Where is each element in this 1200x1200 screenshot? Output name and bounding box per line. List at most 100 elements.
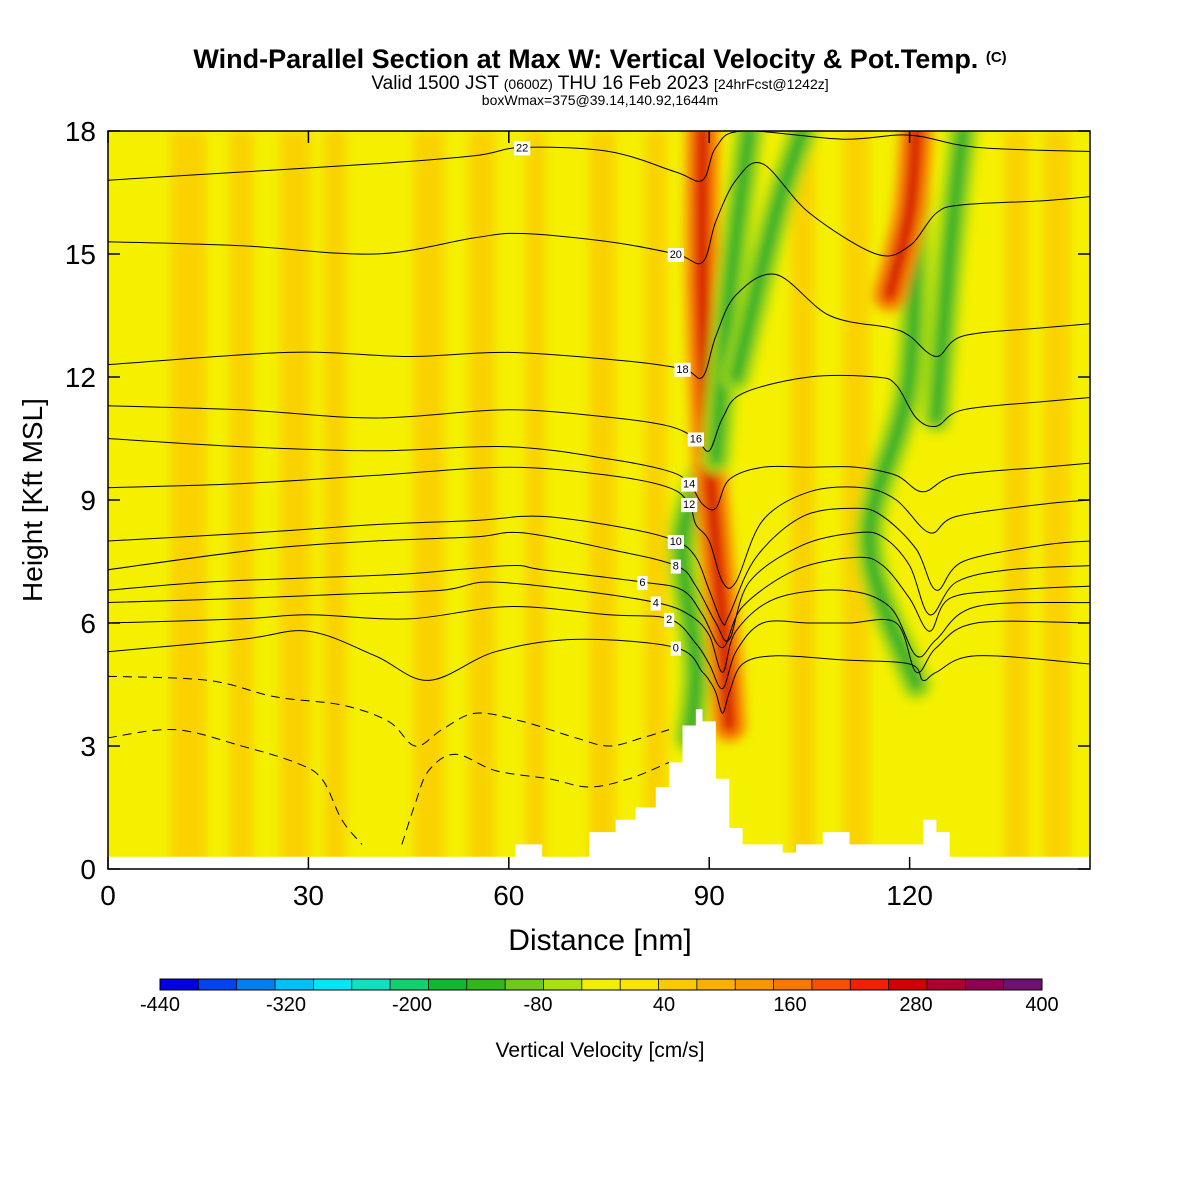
contour-labels: 0 246 8 10 12 14 16 18 20 22 (514, 141, 704, 656)
forecast-info: [24hrFcst@1242z] (714, 76, 829, 92)
contour-label: 16 (690, 434, 702, 446)
downdraft-band (933, 131, 967, 421)
colorbar-swatch (160, 979, 199, 990)
contour-label-bg (514, 141, 531, 156)
contour-label-bg (667, 535, 684, 549)
plot-area: 0 246 8 10 12 14 16 18 20 22 (108, 131, 1090, 869)
contour-label-bg (681, 498, 698, 513)
x-axis-label: Distance [nm] (508, 924, 691, 957)
theta-contour (401, 753, 670, 845)
colorbar-tick-label: 400 (1025, 994, 1058, 1016)
colorbar-swatch (620, 979, 660, 990)
contour-label-bg (670, 641, 681, 656)
theta-contour (108, 374, 1090, 452)
valid-time-local: Valid 1500 JST (371, 73, 499, 94)
colorbar-swatch (696, 979, 736, 990)
y-tick-label: 12 (65, 362, 96, 393)
contour-label: 12 (683, 499, 695, 511)
copyright-mark: (C) (985, 49, 1007, 66)
y-tick-label: 9 (80, 485, 96, 516)
contour-label: 20 (670, 249, 682, 261)
theta-contour (108, 675, 670, 747)
colorbar-swatch (926, 979, 966, 990)
y-axis-label: Height [Kft MSL] (17, 398, 48, 602)
velocity-band (324, 131, 347, 869)
contour-label: 4 (653, 598, 659, 610)
colorbar-tick-label: -320 (266, 994, 306, 1016)
valid-date: THU 16 Feb 2023 (557, 73, 709, 94)
theta-contour (108, 466, 1090, 589)
colorbar-swatch (965, 979, 1005, 990)
colorbar-swatch (313, 979, 353, 990)
contour-label-bg (681, 477, 698, 492)
velocity-band (1043, 131, 1070, 869)
colorbar-swatch (428, 979, 468, 990)
contour-label-bg (637, 576, 648, 590)
contour-label-bg (674, 362, 691, 377)
colorbar-tick-label: -200 (392, 994, 432, 1016)
velocity-band (790, 131, 815, 869)
contour-label: 22 (516, 142, 528, 154)
potential-temperature-contours (108, 131, 1090, 845)
colorbar-tick-label: 160 (773, 994, 806, 1016)
colorbar-swatch (658, 979, 698, 990)
contour-label: 14 (683, 479, 695, 491)
theta-contour (108, 507, 1090, 626)
chart-title: Wind-Parallel Section at Max W: Vertical… (0, 44, 1200, 75)
colorbar-tick-label: -440 (140, 994, 180, 1016)
colorbar-swatch (581, 979, 621, 990)
colorbar-swatch (390, 979, 429, 990)
colorbar-swatch (888, 979, 928, 990)
valid-time: Valid 1500 JST (0600Z) THU 16 Feb 2023 [… (0, 73, 1200, 95)
y-tick-label: 15 (65, 239, 96, 270)
colorbar-swatch (505, 979, 544, 990)
colorbar-label: Vertical Velocity [cm/s] (496, 1039, 705, 1062)
velocity-band (1004, 131, 1029, 869)
x-tick-label: 60 (493, 880, 524, 911)
x-tick-label: 120 (886, 880, 933, 911)
velocity-band (413, 131, 445, 869)
colorbar-tick-label: -80 (524, 994, 553, 1016)
colorbar-tick-label: 40 (653, 994, 675, 1016)
colorbar-swatch (773, 979, 813, 990)
colorbar-swatch (811, 979, 851, 990)
x-axis: 0 30 60 90 120 (100, 131, 933, 911)
terrain-mask (108, 709, 1090, 869)
theta-contour (108, 728, 363, 845)
box-wmax-info: boxWmax=375@39.14,140.92,1644m (481, 92, 719, 108)
contour-label: 18 (676, 364, 688, 376)
velocity-band (525, 131, 546, 869)
y-tick-label: 3 (80, 731, 96, 762)
valid-time-utc: (0600Z) (503, 76, 553, 92)
contour-label-bg (687, 432, 704, 447)
theta-contour (108, 162, 1090, 265)
contour-label-bg (667, 248, 684, 262)
velocity-band (170, 131, 206, 869)
y-tick-label: 0 (80, 854, 96, 885)
x-tick-label: 90 (694, 880, 725, 911)
contour-label-bg (650, 596, 661, 611)
y-axis: 0 3 6 9 12 15 18 (65, 116, 1090, 885)
theta-contour (108, 630, 1090, 714)
colorbar-swatch (850, 979, 890, 990)
theta-contour (108, 131, 1090, 182)
colorbar: -440 -320 -200 -80 40 160 280 400 (140, 978, 1059, 1016)
contour-label-bg (664, 612, 675, 627)
colorbar-frame (159, 978, 1043, 991)
contour-label: 10 (670, 536, 682, 548)
velocity-band (229, 131, 254, 869)
colorbar-tick-label: 280 (899, 994, 932, 1016)
theta-contour (108, 606, 1090, 690)
colorbar-swatch (198, 979, 238, 990)
contour-label: 8 (673, 561, 679, 573)
x-tick-label: 0 (100, 880, 116, 911)
velocity-band (468, 131, 496, 869)
colorbar-swatch (351, 979, 391, 990)
contour-label: 2 (666, 614, 672, 626)
colorbar-swatch (275, 979, 314, 990)
colorbar-swatch (236, 979, 276, 990)
x-tick-label: 30 (293, 880, 324, 911)
y-tick-label: 18 (65, 116, 96, 147)
